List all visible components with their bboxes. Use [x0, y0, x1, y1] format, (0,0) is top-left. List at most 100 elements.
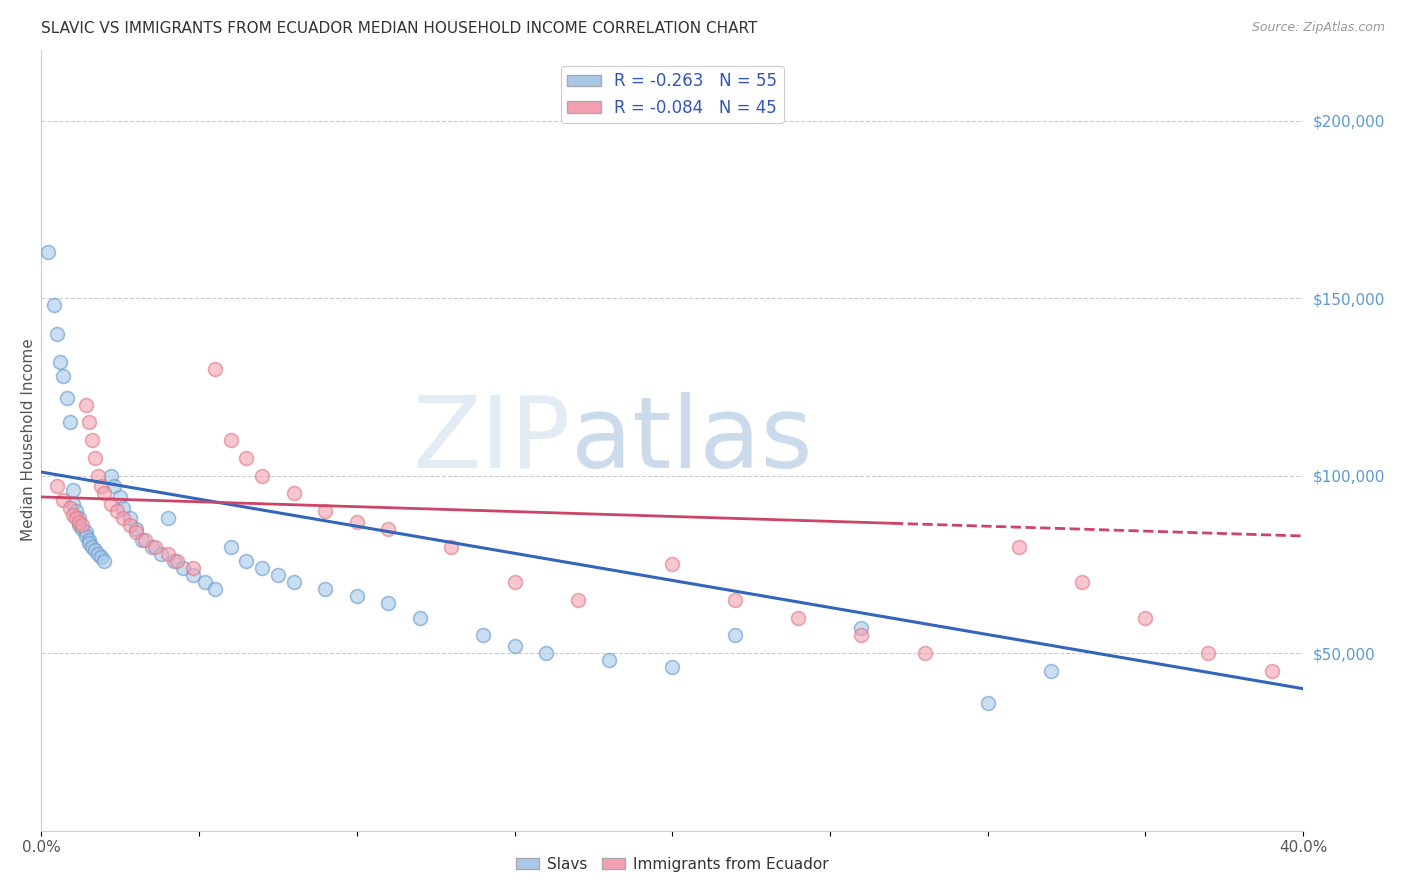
Point	[314, 504, 336, 518]
Point	[250, 468, 273, 483]
Point	[134, 533, 156, 547]
Point	[42, 298, 65, 312]
Point	[1071, 575, 1094, 590]
Point	[283, 575, 305, 590]
Point	[724, 593, 747, 607]
Point	[598, 653, 620, 667]
Point	[80, 433, 103, 447]
Text: atlas: atlas	[571, 392, 813, 489]
Text: SLAVIC VS IMMIGRANTS FROM ECUADOR MEDIAN HOUSEHOLD INCOME CORRELATION CHART: SLAVIC VS IMMIGRANTS FROM ECUADOR MEDIAN…	[41, 21, 758, 36]
Point	[377, 522, 399, 536]
Point	[52, 369, 75, 384]
Point	[103, 479, 125, 493]
Point	[503, 575, 526, 590]
Point	[75, 529, 97, 543]
Point	[314, 582, 336, 597]
Point	[661, 558, 683, 572]
Point	[851, 621, 873, 635]
Point	[1197, 646, 1219, 660]
Point	[204, 582, 226, 597]
Point	[118, 511, 141, 525]
Point	[914, 646, 936, 660]
Point	[77, 415, 100, 429]
Point	[172, 561, 194, 575]
Point	[118, 518, 141, 533]
Point	[181, 561, 204, 575]
Point	[235, 554, 257, 568]
Point	[84, 450, 107, 465]
Point	[141, 540, 163, 554]
Text: ZIP: ZIP	[413, 392, 571, 489]
Point	[661, 660, 683, 674]
Point	[46, 479, 69, 493]
Point	[976, 696, 998, 710]
Point	[62, 483, 84, 497]
Point	[143, 540, 166, 554]
Point	[112, 511, 135, 525]
Point	[567, 593, 589, 607]
Point	[346, 515, 368, 529]
Point	[235, 450, 257, 465]
Point	[125, 525, 148, 540]
Point	[75, 398, 97, 412]
Point	[219, 433, 242, 447]
Point	[84, 543, 107, 558]
Point	[37, 244, 59, 259]
Point	[93, 486, 115, 500]
Point	[851, 628, 873, 642]
Point	[62, 497, 84, 511]
Point	[1135, 610, 1157, 624]
Point	[1260, 664, 1282, 678]
Point	[67, 515, 90, 529]
Point	[87, 547, 110, 561]
Point	[377, 597, 399, 611]
Legend: Slavs, Immigrants from Ecuador: Slavs, Immigrants from Ecuador	[510, 851, 835, 878]
Point	[46, 326, 69, 341]
Point	[77, 533, 100, 547]
Point	[49, 355, 72, 369]
Point	[346, 590, 368, 604]
Point	[125, 522, 148, 536]
Point	[77, 536, 100, 550]
Point	[80, 540, 103, 554]
Point	[100, 468, 122, 483]
Point	[267, 568, 290, 582]
Point	[1039, 664, 1062, 678]
Point	[65, 504, 87, 518]
Point	[52, 493, 75, 508]
Point	[503, 639, 526, 653]
Point	[67, 511, 90, 525]
Point	[65, 511, 87, 525]
Point	[156, 547, 179, 561]
Point	[112, 500, 135, 515]
Point	[55, 391, 77, 405]
Point	[59, 500, 82, 515]
Point	[72, 522, 94, 536]
Point	[194, 575, 217, 590]
Point	[1008, 540, 1031, 554]
Point	[75, 525, 97, 540]
Point	[409, 610, 432, 624]
Point	[166, 554, 188, 568]
Y-axis label: Median Household Income: Median Household Income	[21, 339, 35, 541]
Point	[163, 554, 186, 568]
Point	[156, 511, 179, 525]
Point	[219, 540, 242, 554]
Point	[787, 610, 810, 624]
Point	[90, 550, 112, 565]
Point	[110, 490, 132, 504]
Point	[472, 628, 495, 642]
Point	[62, 508, 84, 522]
Point	[93, 554, 115, 568]
Point	[724, 628, 747, 642]
Point	[67, 518, 90, 533]
Point	[250, 561, 273, 575]
Text: Source: ZipAtlas.com: Source: ZipAtlas.com	[1251, 21, 1385, 34]
Point	[181, 568, 204, 582]
Point	[87, 468, 110, 483]
Point	[72, 518, 94, 533]
Point	[150, 547, 173, 561]
Point	[100, 497, 122, 511]
Point	[59, 415, 82, 429]
Point	[131, 533, 153, 547]
